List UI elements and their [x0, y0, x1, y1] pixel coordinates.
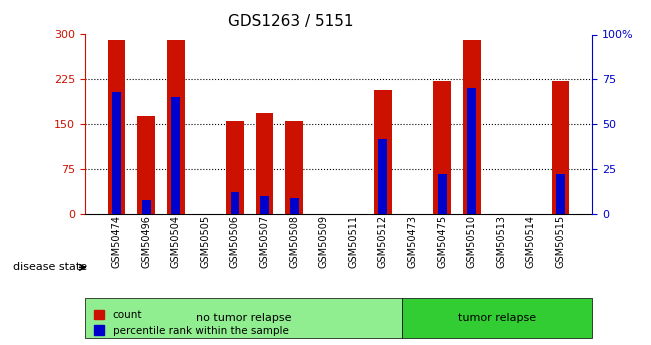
Bar	[290, 198, 299, 214]
Bar	[467, 88, 476, 214]
Bar	[260, 196, 269, 214]
Legend: count, percentile rank within the sample: count, percentile rank within the sample	[90, 306, 293, 340]
Bar	[137, 116, 155, 214]
Bar	[374, 90, 392, 214]
Bar	[463, 40, 480, 214]
Bar	[556, 175, 565, 214]
Text: tumor relapse: tumor relapse	[458, 313, 536, 323]
Bar	[142, 199, 150, 214]
Bar	[551, 81, 570, 214]
Text: GDS1263 / 5151: GDS1263 / 5151	[228, 14, 353, 29]
Bar	[285, 121, 303, 214]
Bar	[112, 92, 121, 214]
Bar	[230, 193, 240, 214]
Bar	[226, 121, 244, 214]
Bar	[167, 40, 185, 214]
Bar	[433, 81, 451, 214]
Bar	[171, 97, 180, 214]
Bar	[256, 114, 273, 214]
Text: no tumor relapse: no tumor relapse	[195, 313, 291, 323]
Text: disease state: disease state	[13, 263, 87, 272]
Bar	[378, 139, 387, 214]
Bar	[107, 40, 126, 214]
Bar	[437, 175, 447, 214]
